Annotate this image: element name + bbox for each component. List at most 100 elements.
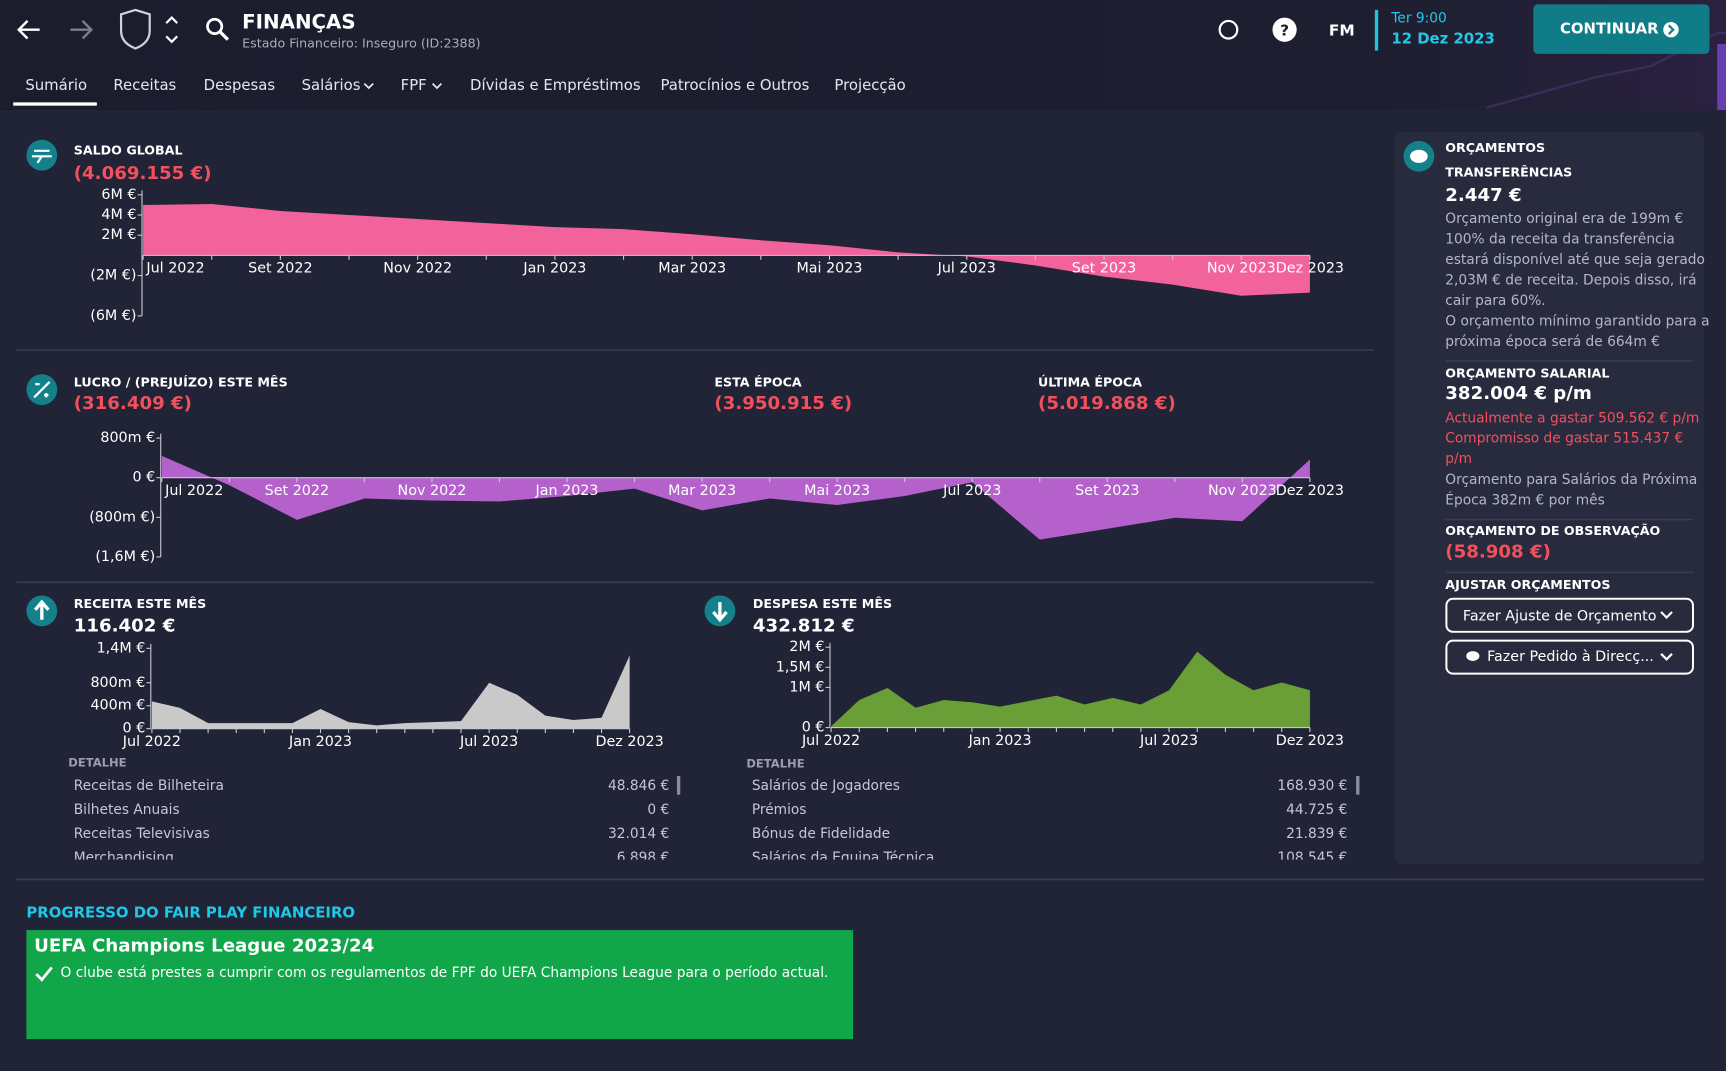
world-button[interactable] bbox=[1218, 19, 1239, 40]
continue-label: CONTINUAR bbox=[1560, 20, 1659, 38]
x-tick-label: Jul 2023 bbox=[1139, 733, 1198, 749]
tab[interactable]: Sumário bbox=[25, 76, 87, 94]
tab[interactable]: Despesas bbox=[204, 76, 276, 94]
stat-label: ESTA ÉPOCA bbox=[714, 375, 801, 390]
detail-value: 0 € bbox=[647, 802, 669, 818]
continue-icon bbox=[1663, 22, 1679, 38]
note-line: Orçamento para Salários da Próxima bbox=[1445, 472, 1697, 488]
dropdown-chevron bbox=[363, 83, 374, 90]
x-tick-label: Set 2023 bbox=[1075, 483, 1139, 499]
budget-panel bbox=[1394, 132, 1704, 865]
chart-value: (316.409 €) bbox=[74, 393, 192, 414]
detail-value: 108.545 € bbox=[1277, 850, 1347, 866]
chart-value: 116.402 € bbox=[74, 615, 176, 636]
tab[interactable]: Patrocínios e Outros bbox=[660, 76, 809, 94]
ffp-title: PROGRESSO DO FAIR PLAY FINANCEIRO bbox=[26, 904, 355, 922]
x-tick-label: Dez 2023 bbox=[1276, 733, 1344, 749]
check-icon bbox=[35, 966, 53, 982]
adjust-budget-button[interactable] bbox=[1445, 597, 1694, 633]
scrollbar[interactable] bbox=[676, 776, 681, 795]
panel-heading: ORÇAMENTO SALARIAL bbox=[1445, 366, 1609, 381]
x-tick-label: Jul 2022 bbox=[164, 483, 223, 499]
ffp-competition: UEFA Champions League 2023/24 bbox=[34, 936, 374, 957]
x-tick-label: Jan 2023 bbox=[535, 483, 599, 499]
stat-value: (5.019.868 €) bbox=[1038, 393, 1176, 414]
y-tick-label: 800m € bbox=[100, 430, 155, 446]
fm-logo[interactable]: FM bbox=[1329, 21, 1355, 39]
page-title: FINANÇAS bbox=[242, 11, 355, 34]
forward-button[interactable] bbox=[70, 20, 94, 40]
notes: Actualmente a gastar 509.562 € p/m Compro… bbox=[1445, 410, 1699, 508]
scrollbar[interactable] bbox=[1356, 776, 1360, 795]
y-tick-label: 2M € bbox=[789, 639, 824, 655]
section-icon bbox=[33, 599, 50, 620]
x-tick-label: Jul 2023 bbox=[937, 261, 996, 277]
tab[interactable]: Dívidas e Empréstimos bbox=[470, 76, 641, 94]
detail-name: Bilhetes Anuais bbox=[74, 802, 180, 818]
header-decoration bbox=[1717, 44, 1726, 111]
detail-name: Bónus de Fidelidade bbox=[752, 826, 890, 842]
note-line: estará disponível até que seja gerado bbox=[1445, 252, 1705, 268]
detail-value: 32.014 € bbox=[608, 826, 669, 842]
button-label: Fazer Ajuste de Orçamento bbox=[1463, 608, 1657, 624]
tab[interactable]: Receitas bbox=[113, 76, 176, 94]
help-icon: ? bbox=[1280, 21, 1289, 39]
search-button bbox=[218, 30, 230, 41]
tab[interactable]: Salários bbox=[302, 76, 361, 94]
panel-value: 2.447 € bbox=[1445, 185, 1521, 206]
x-tick-label: Set 2023 bbox=[1072, 261, 1136, 277]
area bbox=[161, 455, 1310, 540]
section-icon bbox=[712, 602, 728, 623]
chart-value: 432.812 € bbox=[753, 615, 855, 636]
area bbox=[151, 655, 630, 729]
game-date: 12 Dez 2023 bbox=[1391, 30, 1494, 48]
notes: Orçamento original era de 199m € 100% da … bbox=[1445, 211, 1709, 350]
y-tick-label: 1M € bbox=[789, 679, 824, 695]
x-tick-label: Mai 2023 bbox=[804, 483, 870, 499]
y-tick-label: 800m € bbox=[90, 675, 145, 691]
detail-name: Salários de Jogadores bbox=[752, 778, 900, 794]
note-line: Época 382m € por mês bbox=[1445, 491, 1605, 508]
panel-title: ORÇAMENTOS bbox=[1445, 140, 1545, 155]
chart-title: LUCRO / (PREJUÍZO) ESTE MÊS bbox=[74, 375, 288, 390]
x-tick-label: Mai 2023 bbox=[796, 261, 862, 277]
detail-name: Receitas Televisivas bbox=[74, 826, 210, 842]
chart-title: SALDO GLOBAL bbox=[74, 142, 183, 157]
board-request-button[interactable] bbox=[1445, 639, 1694, 675]
x-tick-label: Jul 2022 bbox=[122, 734, 181, 750]
back-button[interactable] bbox=[17, 20, 40, 40]
x-tick-label: Nov 2022 bbox=[398, 483, 467, 499]
tab-bar: Sumário Receitas Despesas Salários FPF Dívida… bbox=[25, 76, 905, 94]
area bbox=[143, 203, 1310, 296]
x-tick-label: Dez 2023 bbox=[1276, 483, 1344, 499]
detail-list: Receitas de Bilheteira 48.846 € Bilhetes A… bbox=[74, 778, 1348, 866]
tab[interactable]: FPF bbox=[401, 76, 427, 94]
chart-title: RECEITA ESTE MÊS bbox=[74, 596, 207, 611]
club-switcher[interactable] bbox=[165, 16, 179, 44]
y-tick-label: (2M €) bbox=[90, 268, 136, 284]
panel-heading: ORÇAMENTO DE OBSERVAÇÃO bbox=[1445, 523, 1660, 538]
x-tick-label: Jul 2023 bbox=[942, 483, 1001, 499]
x-tick-label: Jul 2023 bbox=[459, 734, 518, 750]
ffp-status: O clube está prestes a cumprir com os re… bbox=[61, 965, 829, 981]
ffp-card bbox=[26, 930, 854, 1040]
club-badge[interactable] bbox=[119, 8, 151, 50]
y-tick-label: (800m €) bbox=[89, 509, 155, 525]
y-tick-label: 0 € bbox=[802, 720, 825, 736]
dropdown-chevron bbox=[431, 83, 443, 90]
area bbox=[831, 651, 1310, 728]
detail-name: Receitas de Bilheteira bbox=[74, 778, 224, 794]
header-decoration bbox=[1485, 31, 1726, 109]
warning-line: Actualmente a gastar 509.562 € p/m bbox=[1445, 410, 1699, 426]
x-tick-label: Dez 2023 bbox=[1276, 261, 1344, 277]
x-tick-label: Jan 2023 bbox=[968, 733, 1032, 749]
help-button[interactable] bbox=[1272, 17, 1297, 42]
continue-button[interactable] bbox=[1533, 4, 1710, 54]
x-tick-label: Jan 2023 bbox=[288, 734, 352, 750]
detail-title: DETALHE bbox=[746, 756, 804, 770]
search-button[interactable] bbox=[206, 17, 224, 35]
x-tick-label: Nov 2022 bbox=[383, 261, 452, 277]
detail-name: Prémios bbox=[752, 802, 807, 818]
tab[interactable]: Projecção bbox=[834, 76, 905, 94]
